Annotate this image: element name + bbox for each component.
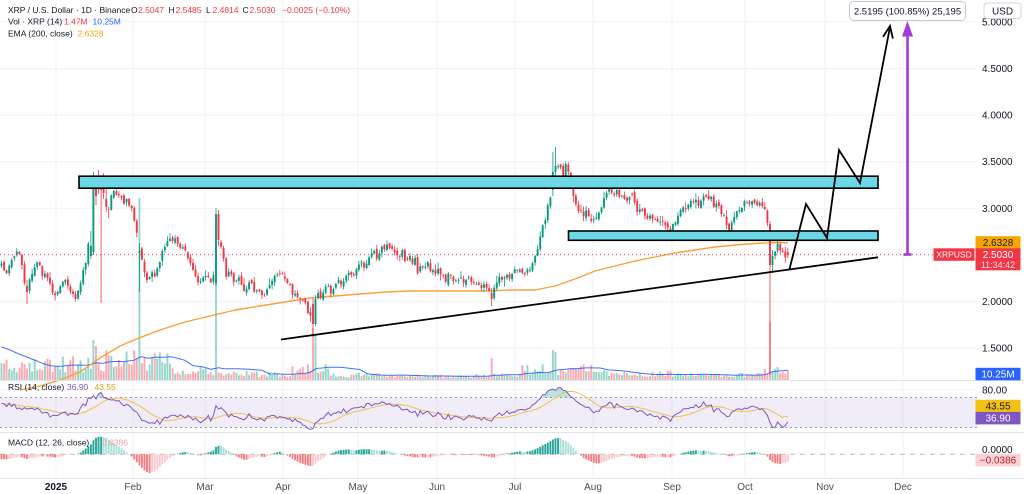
svg-text:2.5485: 2.5485 (176, 5, 202, 15)
svg-text:2.5195 (100.85%) 25,195: 2.5195 (100.85%) 25,195 (854, 7, 961, 18)
svg-text:2.0000: 2.0000 (982, 297, 1013, 308)
svg-text:MACD (12, 26, close): MACD (12, 26, close) (8, 438, 89, 448)
svg-text:Jun: Jun (429, 482, 445, 493)
svg-text:5.0000: 5.0000 (982, 17, 1013, 28)
svg-text:36.90: 36.90 (67, 382, 89, 392)
svg-text:−0.0386: −0.0386 (97, 438, 128, 448)
svg-text:1.47M: 1.47M (64, 17, 88, 27)
svg-text:H: H (169, 5, 175, 15)
svg-text:4.5000: 4.5000 (982, 64, 1013, 75)
svg-text:Aug: Aug (584, 482, 602, 493)
svg-text:2.5047: 2.5047 (138, 5, 164, 15)
svg-text:−0.0025 (−0.10%): −0.0025 (−0.10%) (282, 5, 350, 15)
svg-text:Apr: Apr (275, 482, 291, 493)
svg-text:2.4814: 2.4814 (213, 5, 239, 15)
svg-text:3.0000: 3.0000 (982, 204, 1013, 215)
svg-text:Oct: Oct (737, 482, 753, 493)
svg-text:36.90: 36.90 (985, 414, 1010, 425)
svg-text:USD: USD (992, 7, 1013, 18)
svg-text:RSI (14, close): RSI (14, close) (8, 382, 64, 392)
svg-text:43.55: 43.55 (985, 402, 1010, 413)
svg-text:−0.0386: −0.0386 (980, 456, 1017, 467)
svg-text:O: O (131, 5, 138, 15)
svg-text:Jul: Jul (509, 482, 522, 493)
svg-text:0.0000: 0.0000 (982, 445, 1013, 456)
svg-text:2.6328: 2.6328 (983, 238, 1014, 249)
svg-text:2.6328: 2.6328 (78, 29, 104, 39)
svg-text:C: C (243, 5, 249, 15)
svg-text:2.5030: 2.5030 (250, 5, 276, 15)
svg-text:2025: 2025 (45, 482, 68, 493)
svg-text:EMA (200, close): EMA (200, close) (8, 29, 73, 39)
svg-text:Sep: Sep (663, 482, 681, 493)
svg-text:L: L (206, 5, 211, 15)
svg-text:Dec: Dec (894, 482, 912, 493)
svg-text:2.5030: 2.5030 (983, 250, 1014, 261)
svg-text:43.55: 43.55 (95, 382, 117, 392)
svg-text:4.0000: 4.0000 (982, 111, 1013, 122)
svg-text:3.5000: 3.5000 (982, 157, 1013, 168)
svg-text:Nov: Nov (816, 482, 834, 493)
svg-text:10.25M: 10.25M (981, 370, 1014, 381)
svg-text:Feb: Feb (124, 482, 142, 493)
svg-text:May: May (349, 482, 368, 493)
svg-text:Vol · XRP (14): Vol · XRP (14) (8, 17, 62, 27)
svg-text:1.5000: 1.5000 (982, 344, 1013, 355)
svg-text:XRPUSD: XRPUSD (936, 250, 971, 260)
svg-text:11:34:42: 11:34:42 (981, 260, 1015, 270)
svg-text:Mar: Mar (196, 482, 214, 493)
svg-text:80.00: 80.00 (982, 386, 1007, 397)
svg-text:10.25M: 10.25M (93, 17, 121, 27)
svg-text:XRP / U.S. Dollar · 1D · Binan: XRP / U.S. Dollar · 1D · Binance (8, 5, 130, 15)
